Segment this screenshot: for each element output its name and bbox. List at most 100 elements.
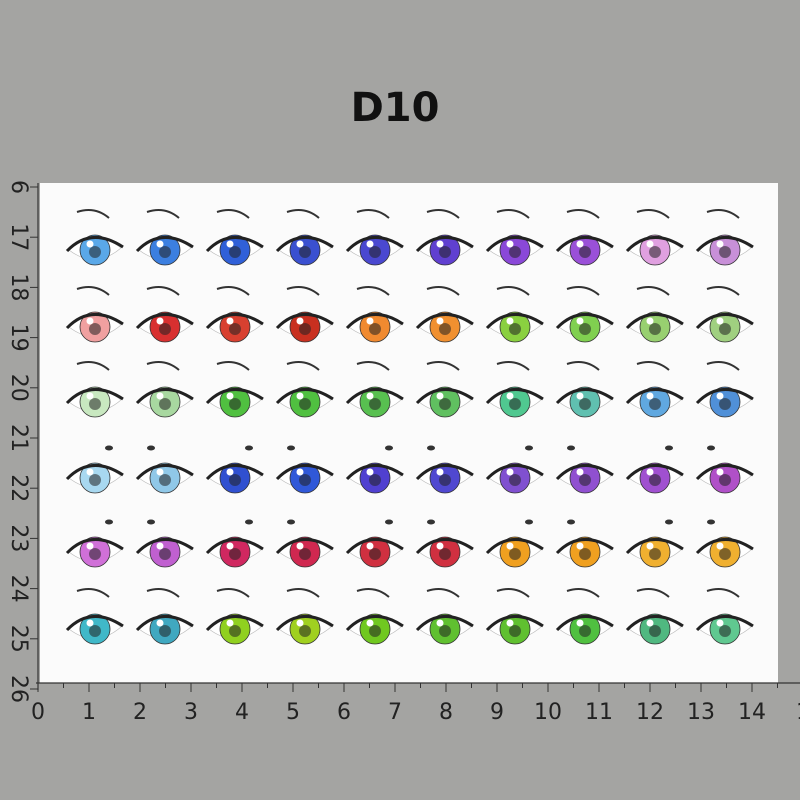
lash [205, 387, 264, 405]
highlight [716, 317, 724, 325]
eye [625, 519, 684, 568]
brow-dot [525, 445, 533, 451]
highlight [226, 317, 234, 325]
eye [65, 588, 124, 645]
ruler-label: 11 [585, 700, 613, 725]
eye [135, 445, 194, 494]
ruler-label: 2 [133, 700, 147, 725]
lash [65, 235, 124, 253]
pupil [439, 474, 451, 486]
lash [275, 312, 334, 330]
brow [76, 588, 110, 598]
pupil [159, 625, 171, 637]
eye [625, 445, 684, 494]
pupil [649, 398, 661, 410]
eye [415, 286, 474, 343]
highlight [646, 392, 654, 400]
highlight [716, 542, 724, 550]
brow-dot [427, 445, 435, 451]
eye [415, 209, 474, 266]
brow [356, 361, 390, 371]
highlight [296, 619, 304, 627]
eye [65, 519, 124, 568]
brow [426, 361, 460, 371]
lash [135, 614, 194, 632]
brow-dot [707, 519, 715, 525]
ruler-label: 12 [636, 700, 664, 725]
lash [65, 614, 124, 632]
lash [415, 463, 474, 481]
highlight [226, 392, 234, 400]
lash [695, 312, 754, 330]
pupil [719, 323, 731, 335]
eye [555, 209, 614, 266]
eye [135, 588, 194, 645]
highlight [156, 619, 164, 627]
lash [485, 463, 544, 481]
lash [555, 235, 614, 253]
pupil [159, 474, 171, 486]
eye [485, 209, 544, 266]
ruler-label: 6 [337, 700, 351, 725]
pupil [229, 474, 241, 486]
brow-dot [245, 445, 253, 451]
sheet-title: D10 [351, 85, 440, 131]
pupil [509, 246, 521, 258]
pupil [509, 548, 521, 560]
pupil [299, 625, 311, 637]
lash [135, 463, 194, 481]
brow-dot [147, 519, 155, 525]
ruler-label: 6 [6, 180, 31, 194]
brow [146, 361, 180, 371]
lash [625, 463, 684, 481]
eye [205, 286, 264, 343]
eye [625, 361, 684, 418]
brow [146, 286, 180, 296]
highlight [86, 468, 94, 476]
pupil [229, 246, 241, 258]
eye [485, 588, 544, 645]
lash [135, 387, 194, 405]
highlight [366, 240, 374, 248]
lash [415, 235, 474, 253]
lash [65, 312, 124, 330]
highlight [506, 542, 514, 550]
lash [205, 235, 264, 253]
brow-dot [287, 519, 295, 525]
pupil [719, 474, 731, 486]
highlight [366, 317, 374, 325]
brow-dot [707, 445, 715, 451]
highlight [156, 317, 164, 325]
ruler-label: 23 [6, 524, 31, 552]
eye-grid [65, 209, 754, 645]
brow [146, 209, 180, 219]
highlight [86, 392, 94, 400]
highlight [156, 240, 164, 248]
eye [695, 519, 754, 568]
pupil [159, 323, 171, 335]
pupil [369, 474, 381, 486]
eye [65, 361, 124, 418]
brow [636, 286, 670, 296]
highlight [296, 317, 304, 325]
eye [65, 445, 124, 494]
highlight [156, 542, 164, 550]
eye [695, 286, 754, 343]
brow [216, 286, 250, 296]
highlight [366, 619, 374, 627]
pupil [509, 625, 521, 637]
pupil [719, 398, 731, 410]
pupil [299, 474, 311, 486]
highlight [366, 468, 374, 476]
ruler-label: 24 [6, 575, 31, 603]
highlight [646, 619, 654, 627]
pupil [439, 625, 451, 637]
pupil [649, 474, 661, 486]
brow [146, 588, 180, 598]
lash [625, 387, 684, 405]
ruler-label: 1 [82, 700, 96, 725]
brow [496, 588, 530, 598]
brow-dot [665, 519, 673, 525]
brow-dot [147, 445, 155, 451]
highlight [436, 542, 444, 550]
